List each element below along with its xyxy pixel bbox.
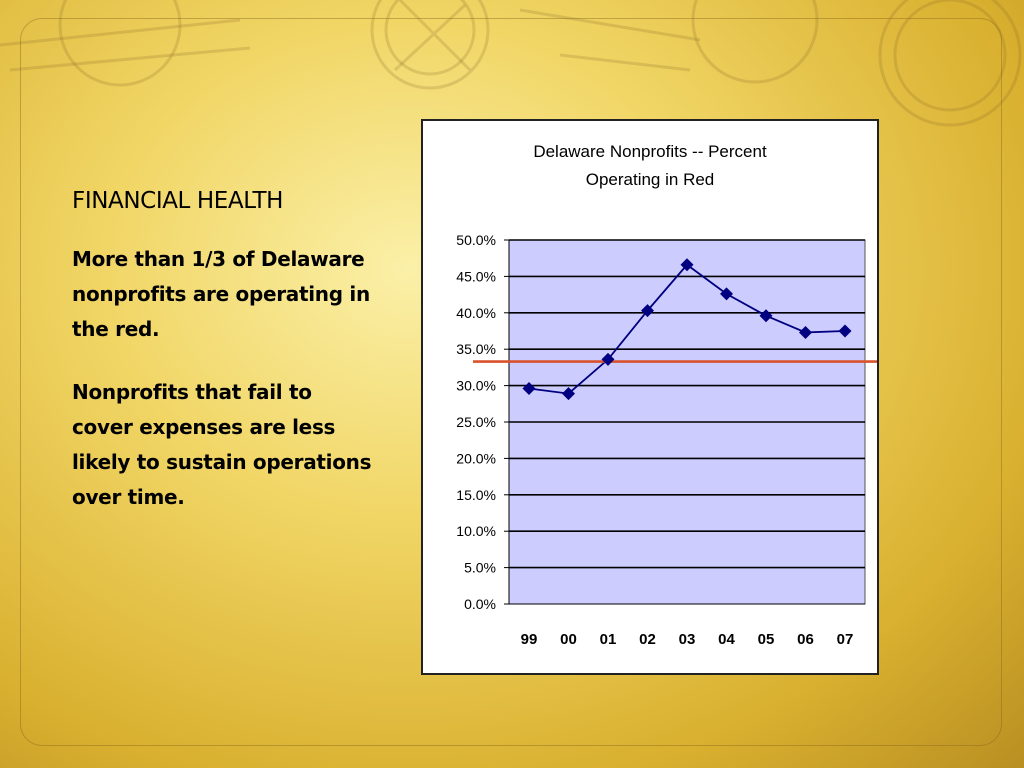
data-point-marker [522, 382, 536, 396]
chart-title-line-2: Operating in Red [586, 170, 715, 189]
y-tick-label: 45.0% [456, 268, 496, 284]
x-tick-label: 05 [758, 631, 775, 648]
x-tick-label: 02 [639, 631, 656, 648]
x-tick-label: 00 [560, 631, 577, 648]
slide-title: FINANCIAL HEALTH [72, 188, 284, 214]
slide-frame-border [20, 18, 1002, 746]
x-tick-label: 06 [797, 631, 814, 648]
y-tick-label: 20.0% [456, 450, 496, 466]
data-point-marker [799, 325, 812, 339]
line-chart: Delaware Nonprofits -- Percent Operating… [456, 142, 877, 648]
data-point-marker [720, 287, 733, 301]
y-tick-label: 35.0% [456, 341, 496, 357]
y-tick-label: 15.0% [456, 487, 496, 503]
x-tick-label: 04 [718, 631, 735, 648]
data-point-marker [601, 352, 615, 366]
y-tick-label: 40.0% [456, 305, 496, 321]
body-paragraph-2: Nonprofits that fail to cover expenses a… [72, 379, 372, 509]
y-tick-label: 30.0% [456, 378, 496, 394]
y-tick-label: 50.0% [456, 232, 496, 248]
data-point-marker [759, 309, 773, 323]
x-tick-label: 99 [521, 631, 538, 648]
x-tick-label: 03 [679, 631, 696, 648]
chart-card: Delaware Nonprofits -- Percent Operating… [421, 119, 879, 675]
y-tick-label: 25.0% [456, 414, 496, 430]
postage-stamp-background-icon [0, 0, 1022, 127]
data-point-marker [562, 387, 575, 401]
body-paragraph-1: More than 1/3 of Delaware nonprofits are… [72, 246, 370, 341]
text-panel: FINANCIAL HEALTH More than 1/3 of Delawa… [72, 188, 372, 543]
data-point-marker [838, 324, 852, 338]
data-point-marker [641, 304, 654, 318]
x-tick-label: 01 [600, 631, 617, 648]
x-tick-label: 07 [837, 631, 854, 648]
data-point-marker [680, 258, 694, 272]
y-tick-label: 10.0% [456, 523, 496, 539]
y-tick-label: 5.0% [464, 560, 496, 576]
y-tick-label: 0.0% [464, 596, 496, 612]
chart-title-line-1: Delaware Nonprofits -- Percent [533, 142, 767, 161]
